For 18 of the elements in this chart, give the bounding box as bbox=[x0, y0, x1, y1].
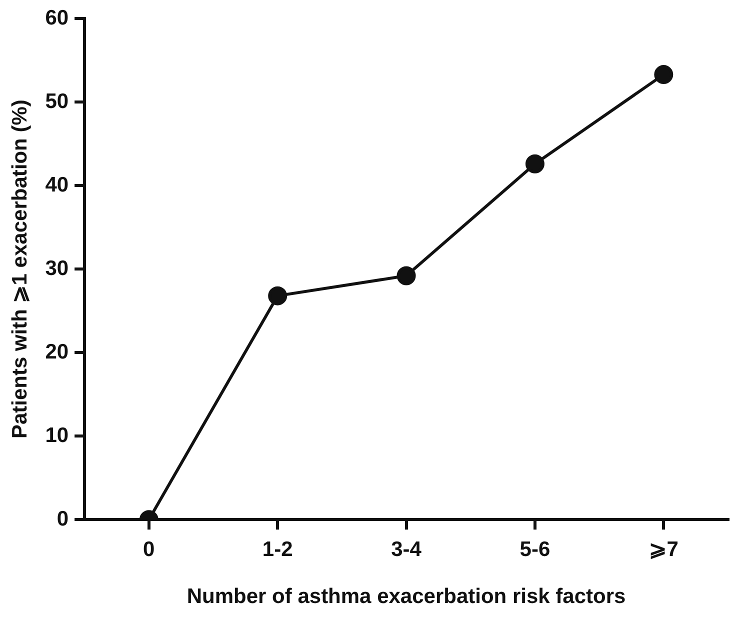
y-tick-label: 0 bbox=[56, 507, 69, 530]
y-tick-label: 20 bbox=[45, 340, 69, 364]
x-tick-label: 0 bbox=[143, 538, 155, 561]
y-axis-title: Patients with ⩾1 exacerbation (%) bbox=[8, 100, 32, 439]
point bbox=[525, 154, 544, 174]
y-tick-label: 10 bbox=[45, 424, 69, 447]
point bbox=[396, 266, 416, 286]
y-tick-label: 60 bbox=[45, 6, 69, 30]
y-tick-label: 50 bbox=[45, 90, 69, 113]
x-tick-label: ⩾7 bbox=[648, 538, 678, 561]
x-axis-title: Number of asthma exacerbation risk factors bbox=[186, 585, 626, 608]
x-tick-label: 3-4 bbox=[391, 538, 422, 561]
point bbox=[268, 286, 288, 306]
point bbox=[654, 65, 674, 84]
x-tick-label: 5-6 bbox=[520, 538, 550, 561]
y-tick-label: 40 bbox=[45, 173, 69, 196]
y-tick-label: 30 bbox=[45, 256, 69, 280]
x-tick-label: 1-2 bbox=[262, 538, 293, 561]
